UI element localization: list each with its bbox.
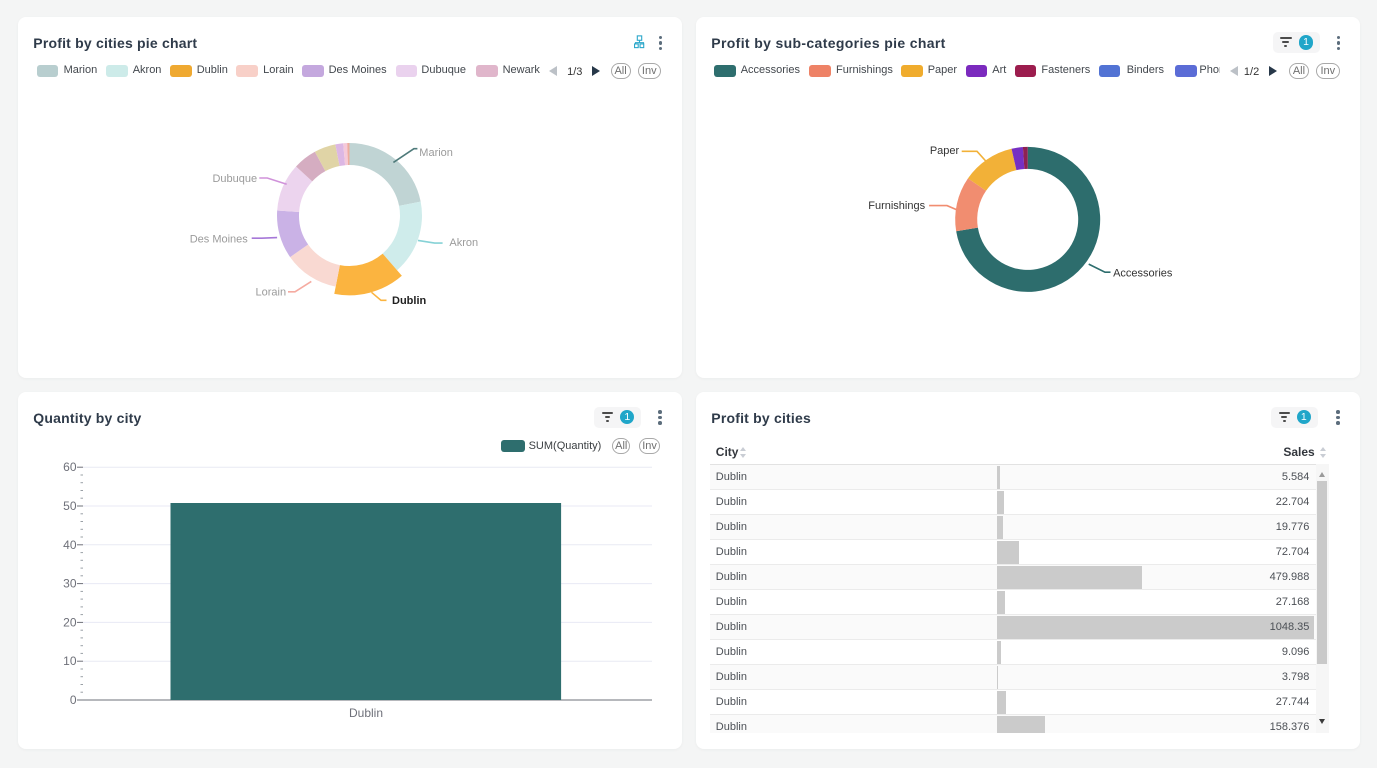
svg-text:Dublin: Dublin — [349, 706, 383, 720]
svg-text:Marion: Marion — [419, 147, 453, 159]
svg-text:Furnishings: Furnishings — [868, 200, 925, 212]
svg-text:Paper: Paper — [930, 145, 960, 157]
svg-text:Dubuque: Dubuque — [212, 173, 257, 185]
svg-text:50: 50 — [63, 499, 77, 513]
svg-text:Lorain: Lorain — [256, 287, 287, 299]
svg-text:Dublin: Dublin — [392, 295, 426, 307]
svg-text:20: 20 — [63, 615, 77, 629]
svg-text:60: 60 — [63, 460, 77, 474]
svg-text:Des Moines: Des Moines — [190, 233, 249, 245]
svg-text:10: 10 — [63, 654, 77, 668]
svg-text:0: 0 — [70, 693, 77, 707]
svg-text:Accessories: Accessories — [1113, 268, 1173, 280]
svg-text:30: 30 — [63, 577, 77, 591]
svg-text:40: 40 — [63, 538, 77, 552]
svg-text:Akron: Akron — [449, 237, 478, 249]
